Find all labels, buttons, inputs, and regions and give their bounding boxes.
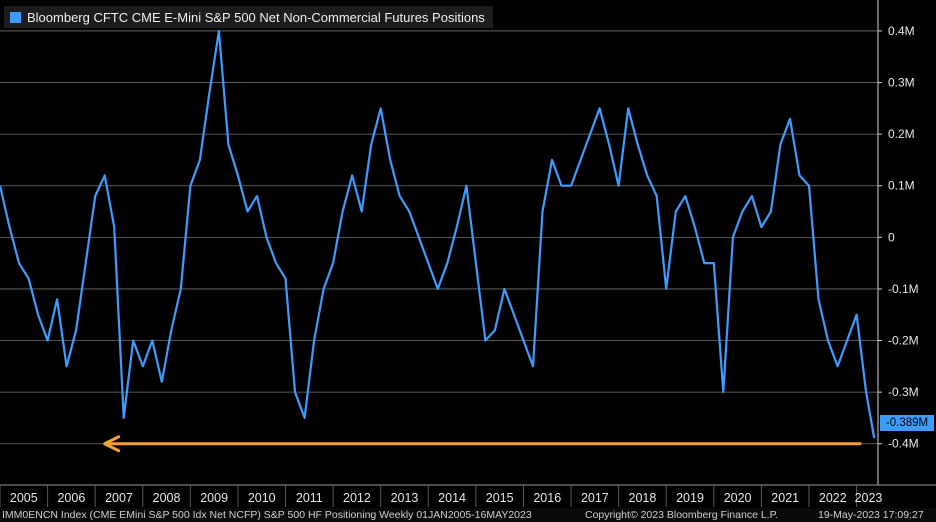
x-tick-label: 2006	[57, 491, 85, 505]
x-tick-label: 2016	[533, 491, 561, 505]
y-tick-label: 0	[888, 230, 895, 244]
x-tick-label: 2017	[581, 491, 609, 505]
x-tick-label: 2013	[391, 491, 419, 505]
legend-label: Bloomberg CFTC CME E-Mini S&P 500 Net No…	[27, 9, 485, 25]
y-tick-label: -0.2M	[888, 334, 919, 348]
y-tick-label: 0.3M	[888, 76, 915, 90]
legend-swatch	[10, 11, 21, 23]
footer: IMM0ENCN Index (CME EMini S&P 500 Idx Ne…	[0, 508, 936, 522]
y-tick-label: 0.4M	[888, 24, 915, 38]
annotation-arrow-head	[103, 435, 121, 453]
legend: Bloomberg CFTC CME E-Mini S&P 500 Net No…	[4, 6, 493, 28]
x-tick-label: 2005	[10, 491, 38, 505]
y-tick-label: -0.3M	[888, 385, 919, 399]
x-tick-label: 2009	[200, 491, 228, 505]
x-tick-label: 2020	[724, 491, 752, 505]
y-tick-label: 0.2M	[888, 127, 915, 141]
footer-timestamp: 19-May-2023 17:09:27	[818, 509, 924, 521]
x-tick-label: 2018	[629, 491, 657, 505]
y-tick-label: -0.4M	[888, 437, 919, 451]
y-tick-label: -0.1M	[888, 282, 919, 296]
x-tick-label: 2019	[676, 491, 704, 505]
x-tick-label: 2008	[153, 491, 181, 505]
x-tick-label: 2021	[771, 491, 799, 505]
x-tick-label: 2012	[343, 491, 371, 505]
x-tick-label: 2014	[438, 491, 466, 505]
series-line	[0, 29, 876, 439]
x-tick-label: 2023	[855, 491, 883, 505]
y-tick-label: 0.1M	[888, 179, 915, 193]
x-tick-label: 2007	[105, 491, 133, 505]
footer-source: IMM0ENCN Index (CME EMini S&P 500 Idx Ne…	[2, 509, 532, 521]
x-tick-label: 2010	[248, 491, 276, 505]
footer-copyright: Copyright© 2023 Bloomberg Finance L.P.	[585, 509, 779, 521]
x-tick-label: 2022	[819, 491, 847, 505]
x-tick-label: 2011	[296, 491, 323, 505]
x-tick-label: 2015	[486, 491, 514, 505]
last-value-badge: -0.389M	[880, 415, 934, 431]
